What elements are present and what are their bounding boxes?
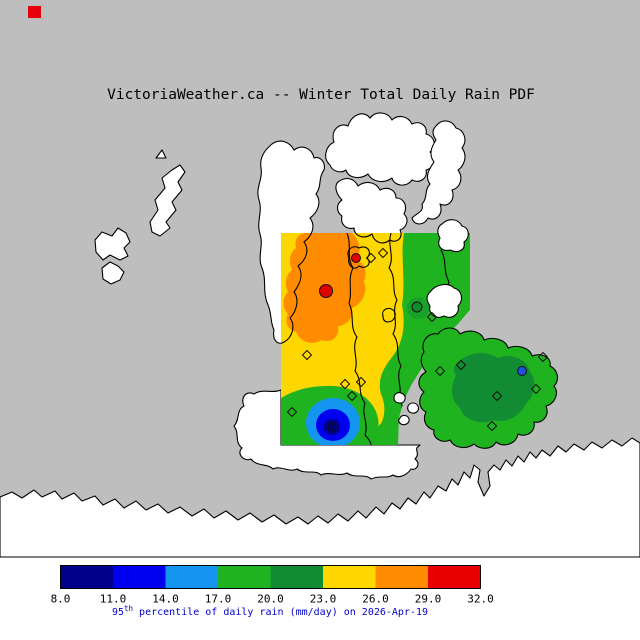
island-sidney: [437, 219, 469, 253]
island-ne-white: [426, 283, 463, 318]
islet-strait-2: [407, 402, 420, 414]
colorbar-segment: [165, 565, 218, 589]
station-markers: [286, 247, 549, 432]
caption-base: 95: [112, 607, 124, 618]
islet-strait-1: [393, 392, 406, 404]
colorbar-segment: [375, 565, 428, 589]
land-west-islet-2: [101, 261, 125, 285]
colorbar-tick-label: 20.0: [257, 593, 284, 606]
colorbar-tick-label: 17.0: [205, 593, 232, 606]
colorbar-segment: [428, 565, 481, 589]
map-title: VictoriaWeather.ca -- Winter Total Daily…: [107, 87, 535, 103]
station-diamond-marker: [301, 349, 313, 361]
station-diamond-marker: [286, 406, 298, 418]
colorbar-segment: [60, 565, 113, 589]
station-dot-marker: [517, 366, 527, 376]
landmasses: [0, 112, 640, 558]
colorbar-tick-label: 11.0: [100, 593, 127, 606]
coastline-se-island: [418, 327, 559, 449]
land-olympic-peninsula: [0, 437, 640, 558]
colorbar-border: [60, 565, 481, 589]
station-diamond-marker: [455, 359, 467, 371]
station-dot-marker: [351, 253, 361, 263]
coastline-peninsula-west: [346, 233, 372, 446]
colorbar-tick-label: 23.0: [310, 593, 337, 606]
colorbar-tick-label: 14.0: [152, 593, 179, 606]
land-southwest-shore: [233, 389, 421, 480]
caption-rest: percentile of daily rain (mm/day) on 202…: [133, 607, 428, 618]
colorbar-tick-label: 29.0: [415, 593, 442, 606]
station-diamond-marker: [365, 252, 377, 264]
station-dot-marker: [319, 284, 333, 298]
station-diamond-marker: [355, 376, 367, 388]
colorbar-segment: [270, 565, 323, 589]
land-northeast-island: [411, 120, 466, 225]
colorbar-segment: [323, 565, 376, 589]
station-diamond-marker: [434, 365, 446, 377]
station-diamond-marker: [426, 311, 438, 323]
islet-strait-3: [398, 414, 410, 426]
land-north-island-cluster: [325, 112, 435, 186]
station-diamond-marker: [491, 390, 503, 402]
station-diamond-marker: [537, 351, 549, 363]
station-diamond-marker: [530, 383, 542, 395]
land-west-islet-3: [155, 149, 167, 159]
station-diamond-marker: [346, 390, 358, 402]
station-dot-marker: [327, 422, 337, 432]
station-diamond-marker: [377, 247, 389, 259]
colorbar-segment: [218, 565, 271, 589]
colorbar-segment: [113, 565, 166, 589]
caption: 95th percentile of daily rain (mm/day) o…: [112, 604, 428, 618]
colorbar-tick-label: 26.0: [362, 593, 389, 606]
logo-red-square: [28, 6, 41, 18]
station-diamond-marker: [339, 378, 351, 390]
coastline-islet-loop: [382, 307, 396, 323]
station-dot-marker: [411, 301, 423, 313]
field-dark-green-patch: [451, 353, 535, 423]
caption-superscript: th: [124, 604, 133, 613]
station-diamond-marker: [486, 420, 498, 432]
land-west-islet-1: [94, 227, 131, 261]
islands-over-field: [393, 219, 469, 426]
colorbar-tick-label: 8.0: [51, 593, 71, 606]
colorbar: 8.0 11.0 14.0 17.0 20.0 23.0 26.0 29.0 32.0: [51, 565, 494, 606]
field-green-bottom-right: [370, 400, 399, 445]
land-west-long-island: [149, 164, 186, 237]
colorbar-tick-label: 32.0: [467, 593, 494, 606]
